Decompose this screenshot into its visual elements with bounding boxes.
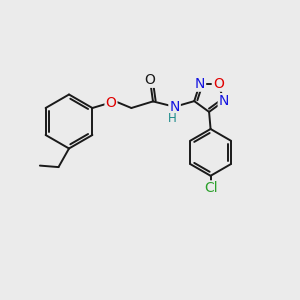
Text: O: O xyxy=(213,77,224,91)
Text: H: H xyxy=(168,112,177,125)
Text: Cl: Cl xyxy=(204,182,218,195)
Text: N: N xyxy=(219,94,229,108)
Text: O: O xyxy=(106,96,116,110)
Text: N: N xyxy=(195,77,205,91)
Text: N: N xyxy=(169,100,180,114)
Text: O: O xyxy=(145,73,155,87)
